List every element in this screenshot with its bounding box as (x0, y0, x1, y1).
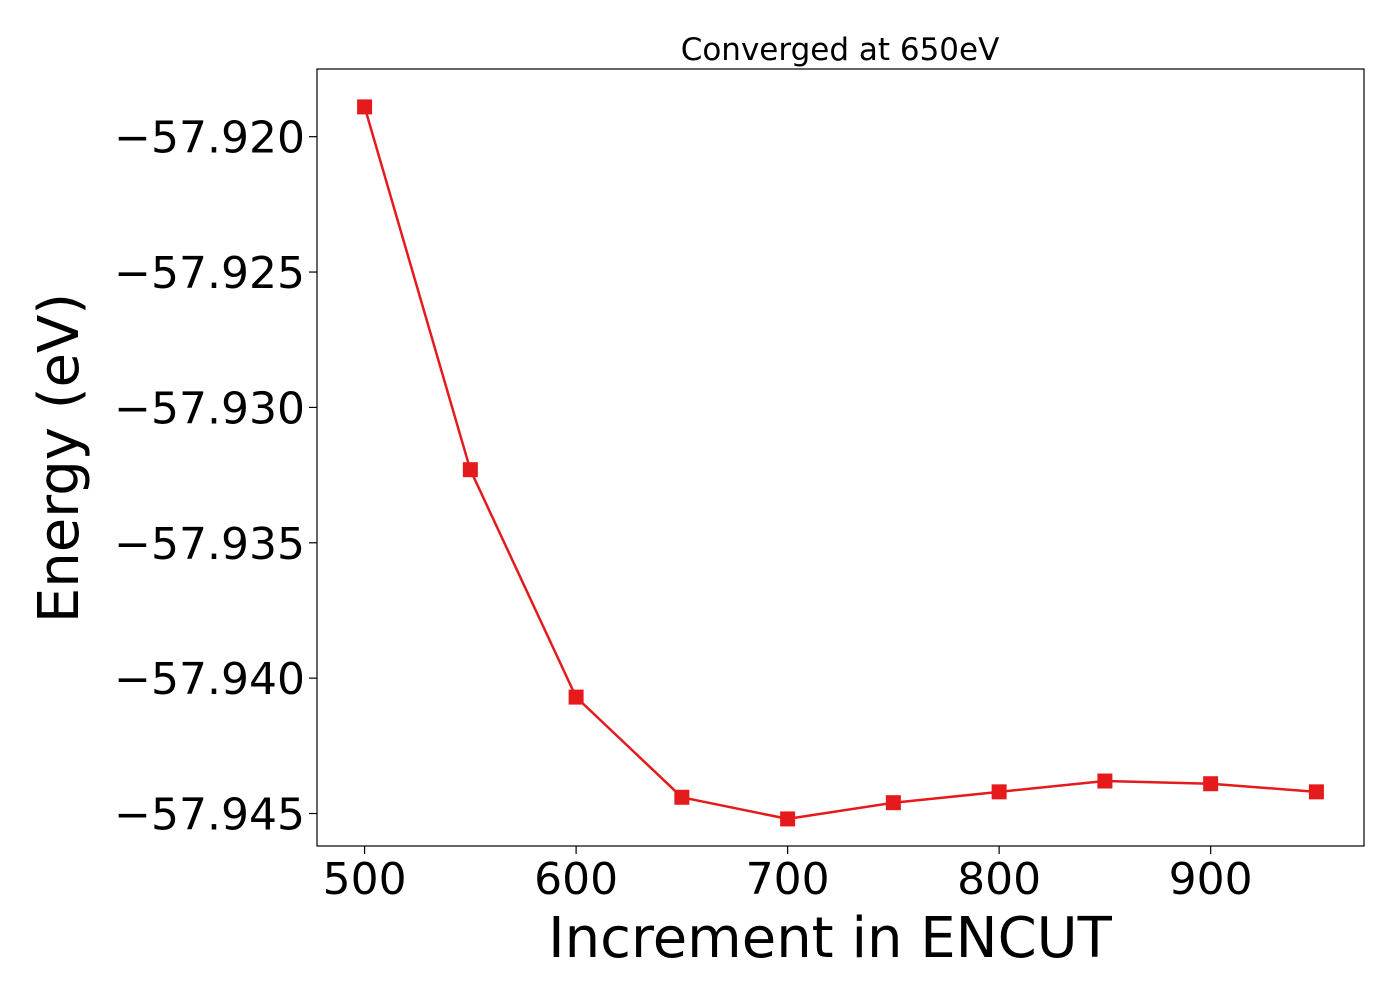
data-point-750 (885, 795, 901, 811)
chart-title: Converged at 650eV (681, 32, 1000, 68)
data-point-850 (1097, 773, 1113, 789)
y-tick-label-5: −57.945 (114, 790, 305, 841)
data-point-700 (780, 811, 796, 827)
series-line-0 (363, 106, 1317, 821)
y-tick-label-2: −57.930 (114, 383, 305, 434)
data-point-500 (357, 99, 373, 115)
plot-area: 500 600 700 800 900 −57.920 −57.925 −57.930 −57.… (114, 68, 1365, 905)
y-axis-title: Energy (eV) (27, 293, 92, 623)
x-tick-label-600: 600 (534, 854, 618, 905)
x-tick-label-900: 900 (1169, 854, 1253, 905)
x-axis-title: Increment in ENCUT (548, 906, 1113, 971)
y-tick-label-4: −57.940 (114, 654, 305, 705)
data-point-950 (1308, 784, 1324, 800)
y-tick-label-0: −57.920 (114, 113, 305, 164)
plot-frame (316, 68, 1365, 847)
y-tick-label-3: −57.935 (114, 519, 305, 570)
x-tick-label-700: 700 (746, 854, 830, 905)
data-point-650 (674, 789, 690, 805)
data-point-900 (1203, 776, 1219, 792)
data-point-800 (991, 784, 1007, 800)
x-tick-label-800: 800 (957, 854, 1041, 905)
data-point-600 (568, 689, 584, 705)
data-point-550 (462, 462, 478, 478)
y-tick-label-1: −57.925 (114, 248, 305, 299)
x-tick-label-500: 500 (323, 854, 407, 905)
